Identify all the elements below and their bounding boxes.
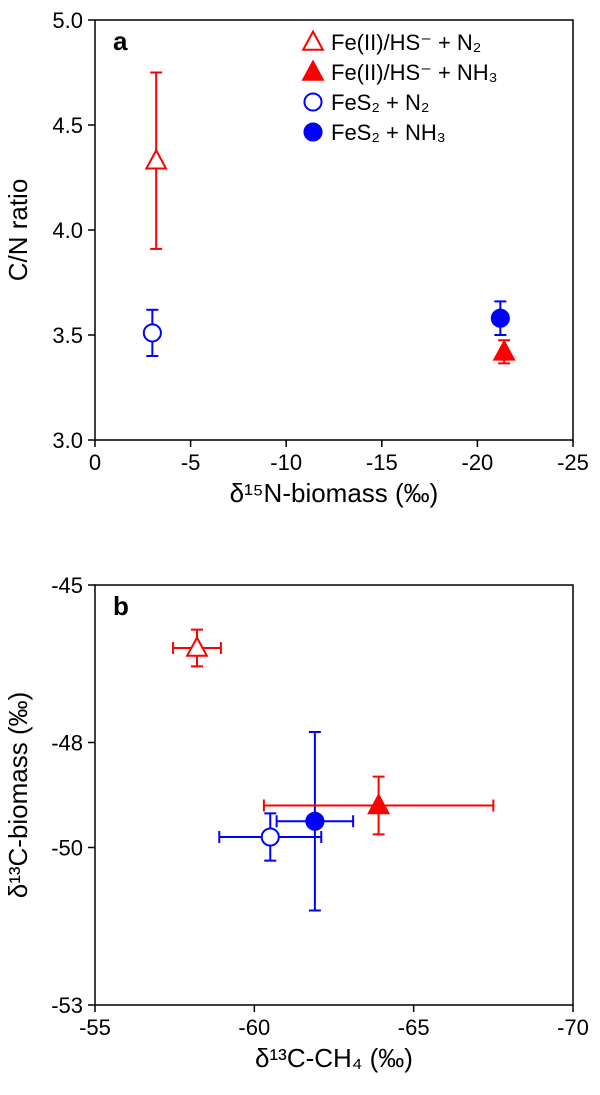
- panel-a: 0 -5 -10 -15 -20 -25 3.0 3.5 4.0 4.5 5.0 δ¹⁵N-bioma…: [3, 8, 589, 508]
- legend: Fe(II)/HS⁻ + N₂ Fe(II)/HS⁻ + NH₃ FeS₂ + N₂…: [303, 30, 497, 145]
- panel-a-ytick-label: 5.0: [52, 8, 83, 33]
- panel-a-x-axis-title: δ¹⁵N-biomass (‰): [230, 478, 439, 508]
- legend-label: FeS₂ + N₂: [331, 90, 429, 115]
- panel-a-xtick-label: -20: [462, 450, 494, 475]
- legend-label: Fe(II)/HS⁻ + N₂: [331, 30, 481, 55]
- panel-b-xtick-label: -60: [238, 1015, 270, 1040]
- panel-a-xtick-label: -10: [270, 450, 302, 475]
- panel-b: -55 -60 -65 -70 -53 -50 -48 -45 δ¹³C-CH₄ (‰) δ¹³C…: [3, 573, 589, 1073]
- panel-a-xtick-label: -5: [181, 450, 201, 475]
- panel-b-ytick-label: -45: [51, 573, 83, 598]
- panel-a-ytick-label: 3.0: [52, 428, 83, 453]
- legend-label: FeS₂ + NH₃: [331, 120, 446, 145]
- panel-a-ytick-label: 4.0: [52, 218, 83, 243]
- panel-b-xtick-label: -70: [557, 1015, 589, 1040]
- panel-b-ytick-label: -48: [51, 731, 83, 756]
- panel-a-xtick-label: -25: [557, 450, 589, 475]
- panel-b-xtick-label: -55: [79, 1015, 111, 1040]
- legend-label: Fe(II)/HS⁻ + NH₃: [331, 60, 498, 85]
- panel-a-y-axis-title: C/N ratio: [3, 179, 33, 282]
- panel-a-ytick-label: 4.5: [52, 113, 83, 138]
- panel-b-x-axis-title: δ¹³C-CH₄ (‰): [255, 1043, 413, 1073]
- panel-b-ytick-label: -50: [51, 836, 83, 861]
- panel-a-xtick-label: -15: [366, 450, 398, 475]
- panel-a-ytick-label: 3.5: [52, 323, 83, 348]
- panel-b-xtick-label: -65: [398, 1015, 430, 1040]
- figure-svg: 0 -5 -10 -15 -20 -25 3.0 3.5 4.0 4.5 5.0 δ¹⁵N-bioma…: [0, 0, 600, 1095]
- panel-b-y-axis-title: δ¹³C-biomass (‰): [3, 692, 33, 899]
- panel-a-xtick-label: 0: [89, 450, 101, 475]
- panel-b-label: b: [113, 591, 129, 621]
- panel-a-label: a: [113, 26, 128, 56]
- panel-b-ytick-label: -53: [51, 993, 83, 1018]
